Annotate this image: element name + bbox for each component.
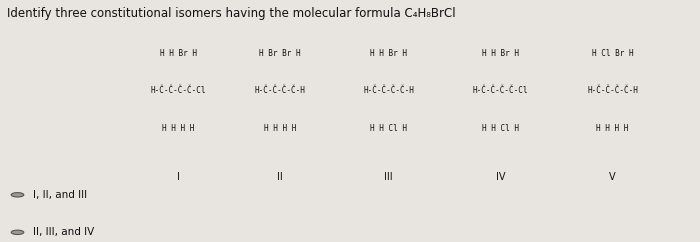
Text: II, III, and IV: II, III, and IV <box>33 227 94 237</box>
Text: III: III <box>384 172 393 182</box>
Text: H H Cl H: H H Cl H <box>370 124 407 133</box>
Text: H H H H: H H H H <box>596 124 629 133</box>
Text: H H H H: H H H H <box>264 124 296 133</box>
Text: H H H H: H H H H <box>162 124 195 133</box>
Text: II: II <box>277 172 283 182</box>
Circle shape <box>11 230 24 234</box>
Text: H H Cl H: H H Cl H <box>482 124 519 133</box>
Text: H Cl Br H: H Cl Br H <box>592 49 634 58</box>
Text: H-Č-Č-Č-Č-H: H-Č-Č-Č-Č-H <box>363 86 414 95</box>
Text: H H Br H: H H Br H <box>482 49 519 58</box>
Circle shape <box>11 193 24 197</box>
Text: H H Br H: H H Br H <box>370 49 407 58</box>
Text: H H Br H: H H Br H <box>160 49 197 58</box>
Text: H-Č-Č-Č-Č-Cl: H-Č-Č-Č-Č-Cl <box>473 86 528 95</box>
Text: H-Č-Č-Č-Č-Cl: H-Č-Č-Č-Č-Cl <box>150 86 206 95</box>
Text: H-Č-Č-Č-Č-H: H-Č-Č-Č-Č-H <box>587 86 638 95</box>
Text: Identify three constitutional isomers having the molecular formula C₄H₈BrCl: Identify three constitutional isomers ha… <box>7 7 456 20</box>
Text: I: I <box>177 172 180 182</box>
Text: V: V <box>609 172 616 182</box>
Text: I, II, and III: I, II, and III <box>33 190 87 200</box>
Text: H Br Br H: H Br Br H <box>259 49 301 58</box>
Text: IV: IV <box>496 172 505 182</box>
Text: H-Č-Č-Č-Č-H: H-Č-Č-Č-Č-H <box>255 86 305 95</box>
